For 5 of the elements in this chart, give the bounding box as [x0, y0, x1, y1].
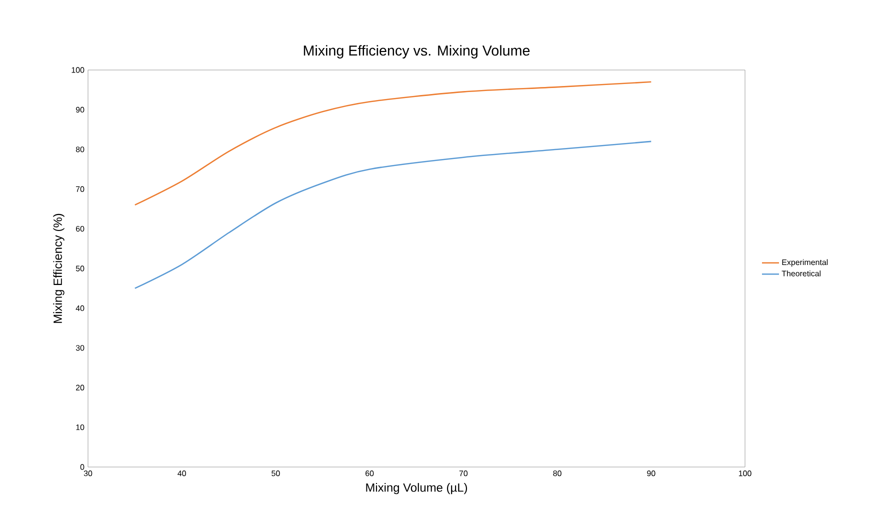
y-axis-title: Mixing Efficiency (%) [53, 214, 64, 323]
chart-title: Mixing Efficiency vs. Mixing Volume [304, 45, 530, 59]
line-series [134, 140, 652, 289]
line-series [134, 81, 652, 206]
x-axis-title: Mixing Volume (µL) [366, 483, 468, 494]
